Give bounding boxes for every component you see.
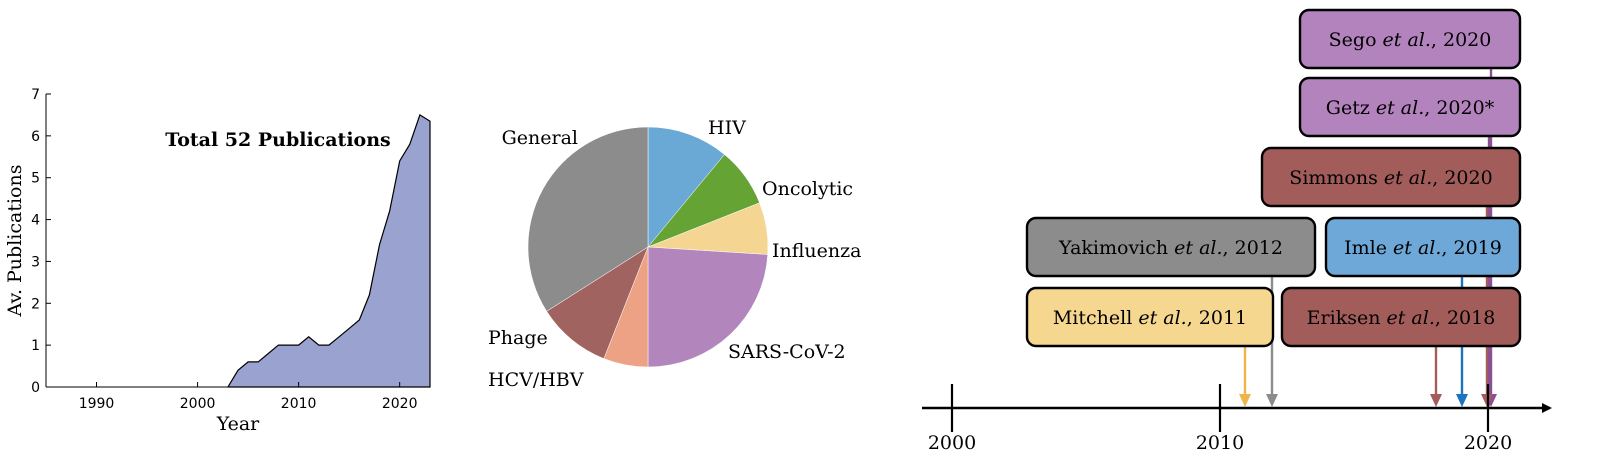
timeline-label-yakimovich: Yakimovich et al., 2012 (1058, 237, 1283, 259)
x-tick-label: 2020 (382, 396, 418, 412)
y-tick-label: 5 (31, 171, 40, 187)
y-tick-label: 6 (31, 129, 40, 145)
x-tick-label: 1990 (79, 396, 115, 412)
pie-slice-phage (546, 246, 649, 359)
timeline-label-imle: Imle et al., 2019 (1344, 237, 1502, 259)
x-tick-label: 2000 (180, 396, 216, 412)
pie-label-sars-cov-2: SARS-CoV-2 (728, 341, 846, 363)
timeline-ticks: 2000 2010 2020 (928, 384, 1512, 454)
timeline-label-simmons: Simmons et al., 2020 (1289, 167, 1492, 189)
timeline-label-getz: Getz et al., 2020* (1326, 97, 1495, 119)
y-tick-label: 2 (31, 296, 40, 312)
y-ticks: 0 1 2 3 4 5 6 7 (31, 87, 51, 396)
timeline-arrowhead-mitchell (1239, 394, 1251, 407)
timeline-event-sego: Sego et al., 2020 (1298, 8, 1522, 70)
y-tick-label: 1 (31, 338, 40, 354)
timeline-event-eriksen: Eriksen et al., 2018 (1280, 286, 1522, 348)
area-chart: 0 1 2 3 4 5 6 7 1990 2000 2010 2020 Year Av. Publi… (4, 87, 431, 435)
timeline-arrowhead-eriksen (1430, 394, 1442, 407)
publications-area (227, 113, 431, 388)
timeline-box-sego (1298, 8, 1522, 70)
total-publications-annotation: Total 52 Publications (165, 129, 391, 151)
timeline-box-yakimovich (1025, 216, 1317, 278)
y-tick-label: 7 (31, 87, 40, 103)
pie-chart: HIV Oncolytic Influenza SARS-CoV-2 HCV/HBV Ph… (488, 117, 861, 391)
timeline-event-getz: Getz et al., 2020* (1298, 76, 1522, 138)
x-ticks: 1990 2000 2010 2020 (79, 382, 418, 412)
timeline-arrowhead-yakimovich (1266, 394, 1278, 407)
timeline-box-mitchell (1025, 286, 1275, 348)
timeline-tick-label: 2020 (1464, 432, 1512, 454)
timeline-label-sego: Sego et al., 2020 (1329, 29, 1492, 51)
pie-label-general: General (502, 127, 578, 149)
timeline-event-simmons: Simmons et al., 2020 (1260, 146, 1522, 208)
x-tick-label: 2010 (281, 396, 317, 412)
timeline-box-eriksen (1280, 286, 1522, 348)
timeline-box-imle (1324, 216, 1522, 278)
y-axis-label: Av. Publications (4, 165, 26, 318)
timeline-box-getz (1298, 76, 1522, 138)
timeline-box-simmons (1260, 146, 1522, 208)
x-axis-label: Year (216, 413, 260, 435)
pie-label-hiv: HIV (708, 117, 746, 139)
y-tick-label: 4 (31, 213, 40, 229)
pie-label-hcv-hbv: HCV/HBV (488, 369, 584, 391)
timeline-tick-label: 2000 (928, 432, 976, 454)
pie-slice-hiv (647, 126, 725, 248)
timeline-boxes: Sego et al., 2020 Getz et al., 2020* Simmo… (1025, 8, 1522, 348)
y-tick-label: 3 (31, 254, 40, 270)
pie-slice-sars-cov-2 (647, 246, 769, 368)
pie-label-phage: Phage (488, 327, 548, 349)
timeline-label-mitchell: Mitchell et al., 2011 (1053, 307, 1247, 329)
pie-label-influenza: Influenza (772, 240, 861, 262)
pie-label-oncolytic: Oncolytic (762, 178, 853, 200)
timeline-label-eriksen: Eriksen et al., 2018 (1307, 307, 1496, 329)
timeline-event-yakimovich: Yakimovich et al., 2012 (1025, 216, 1317, 278)
timeline: Sego et al., 2020 Getz et al., 2020* Simmo… (922, 8, 1552, 454)
timeline-event-imle: Imle et al., 2019 (1324, 216, 1522, 278)
y-tick-label: 0 (31, 380, 40, 396)
timeline-arrowhead-imle (1456, 394, 1468, 407)
timeline-event-mitchell: Mitchell et al., 2011 (1025, 286, 1275, 348)
pie-slice-general (527, 126, 649, 312)
timeline-tick-label: 2010 (1196, 432, 1244, 454)
